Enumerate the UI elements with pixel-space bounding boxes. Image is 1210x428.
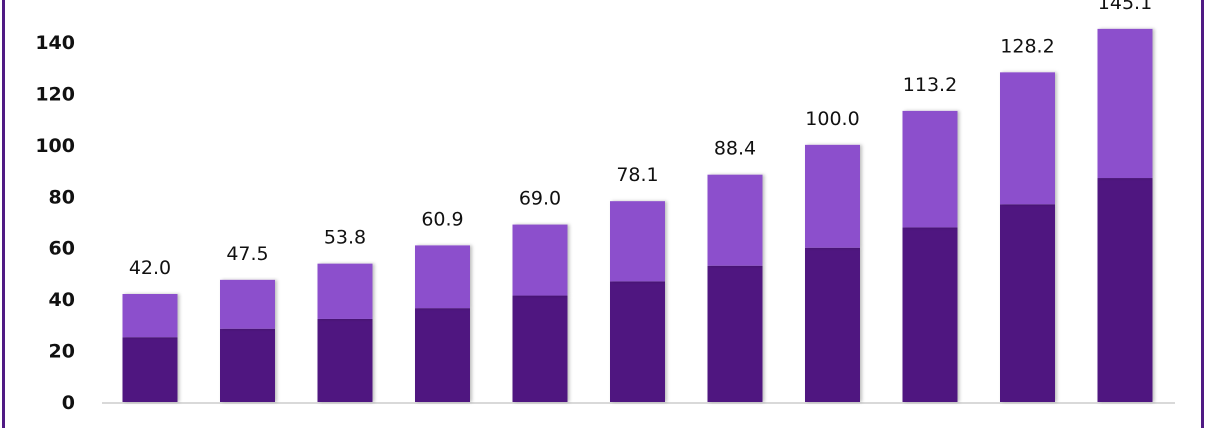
bar-segment-2	[220, 279, 275, 329]
y-tick-label: 80	[49, 186, 75, 208]
bar-segment-1	[1000, 204, 1055, 402]
data-label: 88.4	[714, 138, 756, 160]
y-tick-label: 0	[62, 392, 75, 414]
y-tick-label: 40	[49, 289, 75, 311]
bar-segment-2	[610, 201, 665, 282]
bar-segment-2	[415, 245, 470, 309]
data-label: 128.2	[1000, 35, 1054, 57]
bar-segment-1	[707, 265, 763, 402]
bar-segment-1	[122, 337, 178, 402]
bar-segment-2	[707, 174, 763, 266]
bar-segment-1	[220, 328, 275, 402]
data-label: 53.8	[324, 227, 366, 249]
bar-segment-2	[1000, 72, 1055, 205]
y-tick-label: 100	[35, 135, 75, 157]
bar-segment-2	[805, 144, 860, 248]
y-tick-label: 60	[49, 238, 75, 260]
bar-segment-1	[1097, 178, 1153, 402]
data-label: 69.0	[519, 188, 561, 210]
data-label: 42.0	[129, 257, 171, 279]
bar-segment-2	[902, 110, 958, 228]
bar-segment-1	[317, 318, 373, 402]
bar-segment-1	[512, 295, 568, 402]
bar-segment-2	[122, 294, 178, 338]
bar-segment-2	[1097, 28, 1153, 179]
y-tick-label: 20	[49, 341, 75, 363]
data-label: 60.9	[421, 208, 463, 230]
bar-segment-1	[805, 247, 860, 402]
data-label: 47.5	[226, 243, 268, 265]
data-label: 100.0	[805, 108, 859, 130]
bar-segment-1	[610, 281, 665, 402]
data-label: 113.2	[903, 74, 957, 96]
data-label: 78.1	[616, 164, 658, 186]
data-label: 145.1	[1098, 0, 1152, 14]
bar-segment-1	[415, 308, 470, 402]
y-tick-label: 120	[35, 83, 75, 105]
bar-segment-2	[512, 224, 568, 296]
bar-segment-2	[317, 263, 373, 319]
y-tick-label: 140	[35, 32, 75, 54]
bar-segment-1	[902, 227, 958, 402]
